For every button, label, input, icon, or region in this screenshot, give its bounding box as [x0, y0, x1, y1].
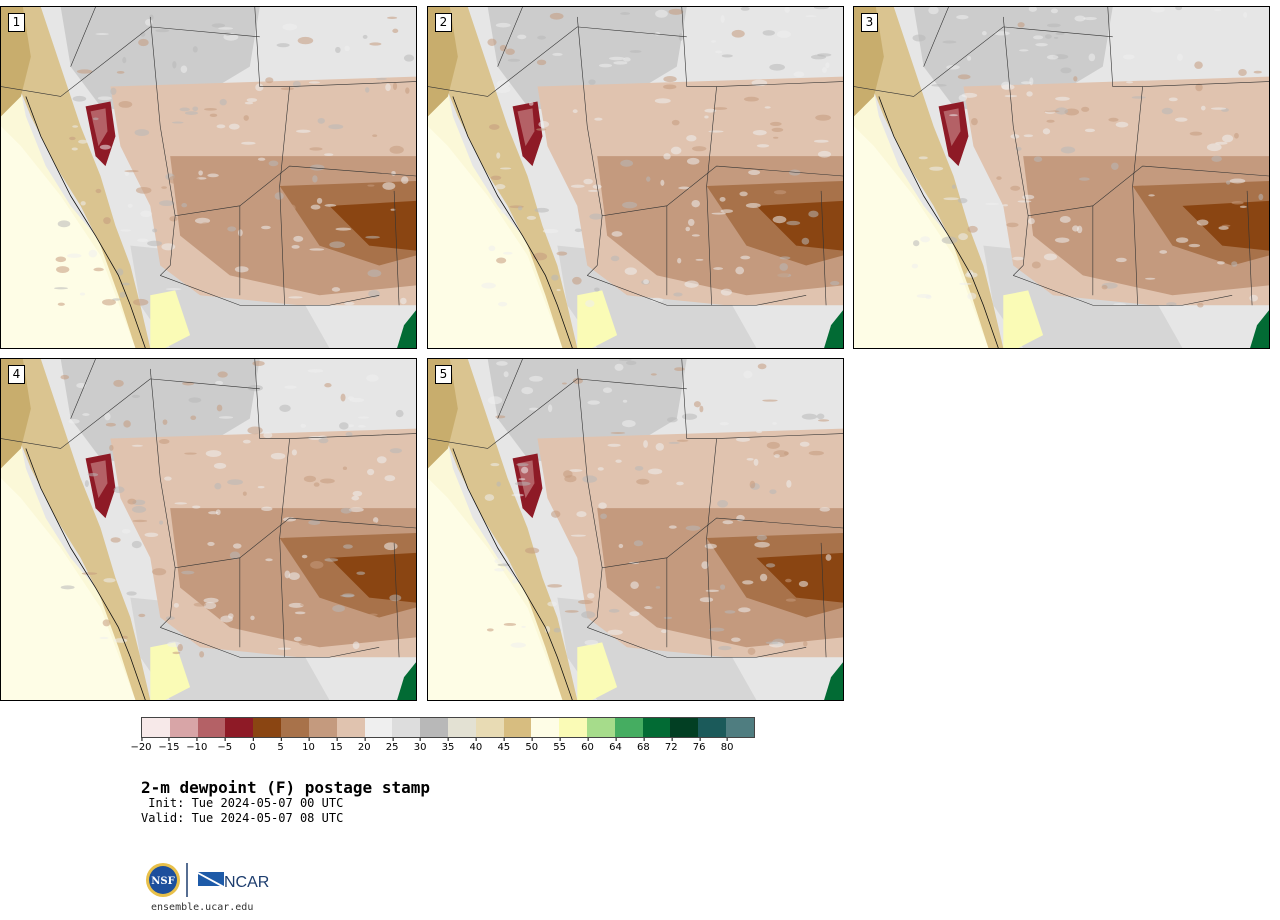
panel-number: 5 — [435, 365, 452, 384]
panel-number: 4 — [8, 365, 25, 384]
colorbar-tick-label: 76 — [692, 738, 706, 753]
colorbar-tick-label: 30 — [413, 738, 427, 753]
colorbar-tick-label: 20 — [357, 738, 371, 753]
colorbar-swatch — [225, 718, 254, 737]
colorbar-tick-label: 5 — [277, 738, 284, 753]
colorbar-swatch — [642, 718, 671, 737]
colorbar-swatch — [142, 718, 170, 737]
colorbar-swatch — [587, 718, 615, 737]
colorbar-tick-label: 0 — [249, 738, 256, 753]
colorbar-swatch — [531, 718, 560, 737]
colorbar-tick-label: 60 — [581, 738, 594, 753]
colorbar-swatch — [281, 718, 309, 737]
colorbar-tick-label: 64 — [609, 738, 622, 753]
colorbar-swatch — [726, 718, 754, 737]
website-url: ensemble.ucar.edu — [151, 902, 254, 913]
colorbar-ticks: −20 −15 −10 −5 0 5 10 15 20 25 30 35 40 45 50 55 60 64 68 7… — [130, 738, 755, 756]
ncar-logo-icon: NCAR — [198, 872, 269, 891]
colorbar-tick-label: 40 — [469, 738, 483, 753]
valid-time: Valid: Tue 2024-05-07 08 UTC — [141, 811, 344, 825]
dewpoint-map — [428, 359, 843, 700]
colorbar-tick-label: −5 — [217, 738, 233, 753]
svg-text:NSF: NSF — [151, 876, 174, 887]
colorbar-tick-label: 10 — [302, 738, 315, 753]
colorbar-swatch — [364, 718, 393, 737]
colorbar-tick-label: 35 — [441, 738, 455, 753]
colorbar-tick-label: −10 — [186, 738, 208, 753]
nsf-ncar-logo: NSF NCAR — [146, 863, 269, 897]
map-panel-1: 1 — [0, 6, 417, 349]
dewpoint-map — [1, 7, 416, 348]
dewpoint-map — [1, 359, 416, 700]
colorbar-swatch — [559, 718, 587, 737]
colorbar — [141, 717, 755, 738]
colorbar-swatch — [475, 718, 504, 737]
colorbar-tick-label: 45 — [497, 738, 511, 753]
panel-number: 3 — [861, 13, 878, 32]
colorbar-swatch — [614, 718, 643, 737]
map-panel-5: 5 — [427, 358, 844, 701]
colorbar-swatch — [169, 718, 198, 737]
colorbar-tick-label: 80 — [720, 738, 734, 753]
colorbar-tick-label: 15 — [329, 738, 343, 753]
colorbar-swatch — [420, 718, 448, 737]
colorbar-swatch — [503, 718, 532, 737]
colorbar-tick-label: −15 — [158, 738, 180, 753]
colorbar-swatch — [253, 718, 282, 737]
colorbar-swatch — [698, 718, 727, 737]
colorbar-tick-label: 25 — [385, 738, 399, 753]
dewpoint-map — [428, 7, 843, 348]
map-title: 2-m dewpoint (F) postage stamp — [141, 778, 430, 797]
dewpoint-map — [854, 7, 1269, 348]
map-panel-2: 2 — [427, 6, 844, 349]
colorbar-tick-label: 50 — [525, 738, 539, 753]
colorbar-tick-label: 55 — [553, 738, 566, 753]
colorbar-swatch — [670, 718, 699, 737]
panel-number: 2 — [435, 13, 452, 32]
svg-text:NCAR: NCAR — [224, 874, 269, 891]
colorbar-swatch — [447, 718, 476, 737]
colorbar-tick-label: 68 — [636, 738, 650, 753]
colorbar-swatch — [336, 718, 365, 737]
colorbar-swatch — [392, 718, 421, 737]
panel-number: 1 — [8, 13, 25, 32]
nsf-logo-icon: NSF — [146, 863, 180, 897]
colorbar-tick-label: 72 — [664, 738, 678, 753]
colorbar-tick-label: −20 — [130, 738, 152, 753]
map-panel-4: 4 — [0, 358, 417, 701]
map-panel-3: 3 — [853, 6, 1270, 349]
init-time: Init: Tue 2024-05-07 00 UTC — [141, 796, 344, 810]
colorbar-swatch — [308, 718, 337, 737]
colorbar-swatch — [197, 718, 226, 737]
